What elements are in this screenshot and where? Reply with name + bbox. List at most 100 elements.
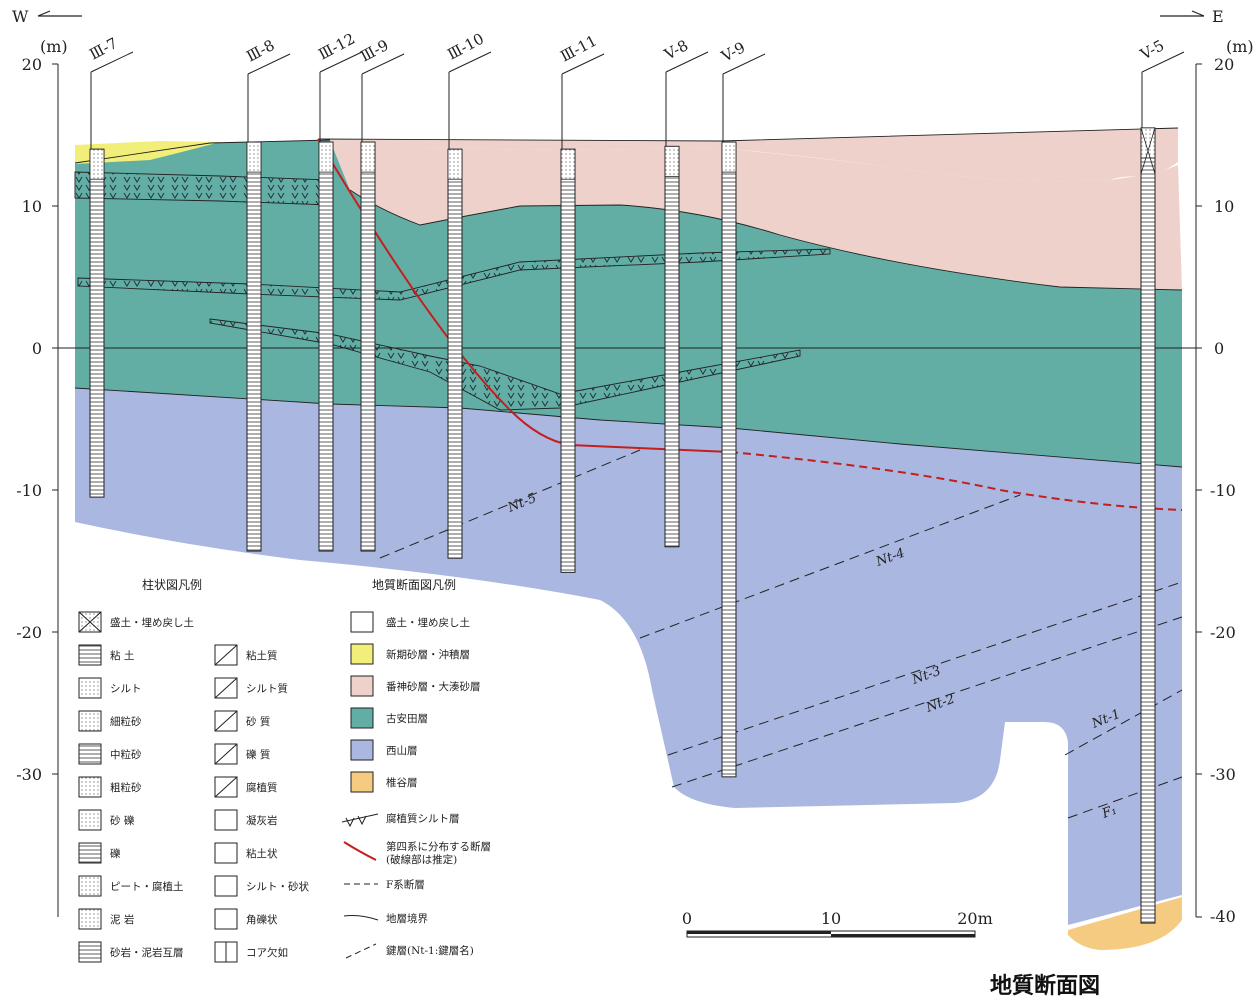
svg-text:中粒砂: 中粒砂 (110, 748, 142, 761)
legend-column-item: 粗粒砂 (78, 776, 142, 798)
ground-surface (317, 127, 1179, 142)
left-elevation-axis: (m) 20 10 0 -10 -20 -30 (16, 37, 68, 917)
svg-text:20m: 20m (957, 909, 993, 928)
svg-text:-30: -30 (16, 765, 42, 784)
borehole-label: V-8 (661, 36, 692, 64)
svg-text:0: 0 (1214, 339, 1224, 358)
fault-red-icon (343, 841, 377, 861)
svg-text:-40: -40 (1210, 907, 1236, 926)
borehole-7: V-8 (661, 36, 709, 548)
svg-text:古安田層: 古安田層 (386, 712, 428, 725)
svg-text:-20: -20 (1210, 623, 1236, 642)
key-beds (379, 449, 1183, 819)
borehole-label: Ⅲ-8 (243, 36, 277, 66)
svg-text:粘土質: 粘土質 (246, 649, 278, 662)
svg-text:-10: -10 (16, 481, 42, 500)
svg-text:粘土状: 粘土状 (246, 847, 278, 860)
svg-text:盛土・埋め戻し土: 盛土・埋め戻し土 (386, 616, 470, 629)
svg-text:(m): (m) (1226, 37, 1254, 56)
legend-section-title: 地質断面図凡例 (372, 577, 456, 592)
svg-text:礫: 礫 (110, 847, 121, 860)
legend-column-item: 礫 (78, 842, 121, 864)
legend-section-item: 盛土・埋め戻し土 (350, 611, 470, 633)
borehole-label: Ⅲ-11 (557, 32, 600, 66)
legend-column-item: 粘土状 (214, 842, 278, 864)
legend-section-item: 西山層 (350, 739, 418, 761)
legend-section-item: 番神砂層・大湊砂層 (350, 675, 481, 697)
svg-text:0: 0 (32, 339, 42, 358)
formation-banjin (318, 128, 1178, 182)
formation-koyasuda (75, 140, 1182, 467)
svg-text:-10: -10 (1210, 481, 1236, 500)
svg-text:シルト: シルト (110, 683, 142, 695)
key-bed-label-f1: F₁ (1099, 803, 1118, 822)
formation-nishiyama (75, 388, 1182, 925)
borehole-label: V-5 (1137, 36, 1168, 64)
svg-text:コア欠如: コア欠如 (246, 946, 288, 959)
legend-column-item: コア欠如 (214, 941, 288, 963)
borehole-label: Ⅲ-9 (357, 36, 391, 66)
legend-key-bed: 鍵層(Nt-1:鍵層名) (386, 944, 474, 957)
legend-f-fault: F系断層 (386, 878, 425, 891)
svg-text:10: 10 (22, 197, 42, 216)
borehole-2: Ⅲ-8 (243, 36, 291, 552)
legend-stratum-boundary: 地層境界 (386, 912, 428, 925)
legend-column-item: 中粒砂 (78, 743, 142, 765)
scale-bar: 0 10 20m (682, 909, 993, 938)
svg-text:0: 0 (682, 909, 692, 928)
borehole-9: V-5 (1137, 36, 1185, 924)
legend-column-item: シルト (78, 677, 142, 699)
svg-text:20: 20 (1214, 55, 1234, 74)
legend-quaternary-fault: 第四系に分布する断層 (386, 840, 491, 853)
svg-text:シルト質: シルト質 (246, 682, 288, 695)
right-elevation-axis: (m) 20 10 0 -10 -20 -30 -40 (1195, 37, 1254, 926)
svg-text:西山層: 西山層 (386, 745, 418, 757)
legend-column-item: 粘 土 (78, 644, 134, 666)
quaternary-fault-inferred (729, 451, 1183, 511)
svg-text:-20: -20 (16, 623, 42, 642)
borehole-label: Ⅲ-7 (86, 34, 120, 64)
legend-column-item: 凝灰岩 (214, 809, 278, 831)
legend-column-item: 盛土・埋め戻し土 (78, 611, 194, 633)
svg-text:盛土・埋め戻し土: 盛土・埋め戻し土 (110, 616, 194, 629)
svg-text:砂 礫: 砂 礫 (110, 814, 135, 827)
legend-column-item: ピート・腐植土 (78, 875, 184, 897)
legend-column-item: 砂岩・泥岩互層 (78, 941, 184, 963)
svg-text:10: 10 (1214, 197, 1234, 216)
svg-text:ピート・腐植土: ピート・腐植土 (110, 880, 184, 893)
legend-column-item: シルト質 (214, 677, 288, 699)
legend-column-title: 柱状図凡例 (142, 577, 202, 592)
svg-text:椎谷層: 椎谷層 (386, 776, 418, 789)
svg-text:砂岩・泥岩互層: 砂岩・泥岩互層 (110, 946, 184, 959)
borehole-label: Ⅲ-12 (315, 30, 358, 64)
humic-silt-icon (345, 815, 367, 828)
svg-text:細粒砂: 細粒砂 (110, 715, 142, 728)
svg-text:番神砂層・大湊砂層: 番神砂層・大湊砂層 (386, 680, 481, 693)
svg-text:-30: -30 (1210, 765, 1236, 784)
legend-column-item: 礫 質 (214, 743, 270, 765)
svg-text:20: 20 (22, 55, 42, 74)
svg-text:泥 岩: 泥 岩 (110, 913, 134, 926)
svg-text:角礫状: 角礫状 (246, 913, 278, 926)
legend-column-item: 粘土質 (214, 644, 278, 666)
svg-text:新期砂層・沖積層: 新期砂層・沖積層 (386, 648, 470, 661)
legend-section-item: 古安田層 (350, 707, 428, 729)
svg-text:砂 質: 砂 質 (246, 715, 270, 728)
svg-text:礫 質: 礫 質 (246, 748, 270, 761)
figure-title: 地質断面図 (990, 973, 1100, 998)
svg-text:粗粒砂: 粗粒砂 (110, 781, 142, 794)
borehole-label: Ⅲ-10 (444, 30, 487, 64)
legend-column-item: 角礫状 (214, 908, 278, 930)
legend-column-item: 腐植質 (214, 776, 278, 798)
legend-section-item: 椎谷層 (350, 771, 418, 793)
svg-text:シルト・砂状: シルト・砂状 (246, 880, 309, 893)
svg-text:10: 10 (821, 909, 841, 928)
svg-text:凝灰岩: 凝灰岩 (246, 814, 278, 827)
legend-lines: 腐植質シルト層 第四系に分布する断層 (破線部は推定) F系断層 地層境界 鍵層… (341, 812, 491, 959)
legend-fault-note: (破線部は推定) (386, 853, 457, 866)
legend-column-item: シルト・砂状 (214, 875, 309, 897)
legend-column-item: 砂 質 (214, 710, 270, 732)
